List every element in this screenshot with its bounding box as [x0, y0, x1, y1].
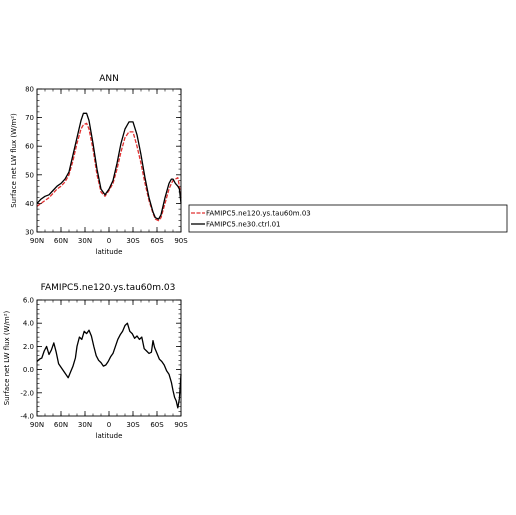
x-tick-label: 30N [78, 421, 92, 429]
x-tick-label: 60N [54, 421, 68, 429]
chart-title: FAMIPC5.ne120.ys.tau60m.03 [41, 283, 176, 293]
y-tick-label: 70 [25, 114, 34, 122]
x-axis-label: latitude [96, 432, 123, 440]
y-tick-label: -4.0 [20, 413, 34, 421]
x-tick-label: 60N [54, 237, 68, 245]
series-line-2 [36, 112, 182, 220]
y-tick-label: 2.0 [23, 343, 34, 351]
y-tick-label: 50 [25, 171, 34, 179]
x-tick-label: 60S [150, 421, 164, 429]
y-tick-label: 0.0 [23, 366, 34, 374]
x-tick-label: 90S [174, 421, 188, 429]
y-tick-label: 30 [25, 229, 34, 237]
x-tick-label: 90S [174, 237, 188, 245]
legend-label-1: FAMIPC5.ne120.ys.tau60m.03 [206, 210, 311, 218]
legend-box [188, 204, 508, 233]
x-tick-label: 30S [126, 237, 140, 245]
x-tick-label: 90N [30, 421, 44, 429]
y-tick-label: 6.0 [23, 297, 34, 305]
plot-frame [36, 88, 182, 233]
legend: FAMIPC5.ne120.ys.tau60m.03 FAMIPC5.ne30.c… [188, 204, 508, 233]
x-tick-label: 0 [107, 421, 111, 429]
x-tick-label: 0 [107, 237, 111, 245]
chart-title: ANN [99, 74, 119, 84]
chart-upper: ANN 90N 60N 30N 0 30S 60S 90S 30 40 50 60 70 80 latitu… [10, 74, 508, 256]
y-tick-label: 40 [25, 200, 34, 208]
y-axis-label: Surface net LW flux (W/m²) [3, 310, 11, 405]
x-tick-label: 90N [30, 237, 44, 245]
y-tick-label: 60 [25, 143, 34, 151]
y-tick-label: 4.0 [23, 320, 34, 328]
series-line-1 [36, 322, 182, 409]
x-tick-label: 60S [150, 237, 164, 245]
x-tick-label: 30S [126, 421, 140, 429]
x-tick-label: 30N [78, 237, 92, 245]
plot-frame [36, 299, 182, 417]
y-tick-label: 80 [25, 86, 34, 94]
y-tick-label: -2.0 [20, 389, 34, 397]
legend-label-2: FAMIPC5.ne30.ctrl.01 [206, 221, 281, 229]
chart-lower: FAMIPC5.ne120.ys.tau60m.03 90N 60N 30N 0 30S 6… [3, 283, 188, 440]
x-axis-label: latitude [96, 248, 123, 256]
y-axis-label: Surface net LW flux (W/m²) [10, 113, 18, 208]
series-line-1 [36, 122, 182, 222]
